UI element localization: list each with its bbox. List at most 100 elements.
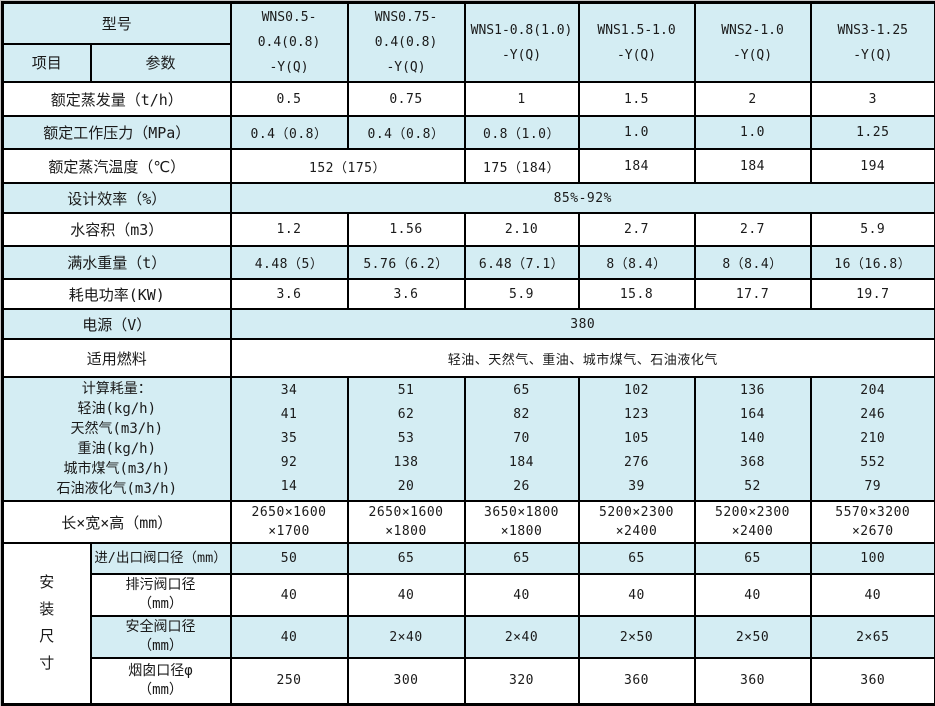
row-applicable-fuel: 适用燃料轻油、天然气、重油、城市煤气、石油液化气 bbox=[3, 339, 935, 377]
spec-cell: 184 bbox=[579, 149, 695, 183]
model-header-2: WNS0.75-0.4(0.8)-Y(Q) bbox=[348, 3, 465, 83]
spec-cell: 175（184） bbox=[465, 149, 579, 183]
spec-cell: 300 bbox=[348, 658, 465, 704]
row-label-dimensions: 长×宽×高（mm） bbox=[3, 501, 231, 543]
spec-cell: 4.48（5） bbox=[231, 246, 348, 279]
spec-cell: 2.7 bbox=[695, 213, 811, 246]
row-label-full-water-weight: 满水重量（t） bbox=[3, 246, 231, 279]
spec-cell: 2×50 bbox=[579, 616, 695, 658]
spec-cell: 360 bbox=[695, 658, 811, 704]
model-header-4: WNS1.5-1.0-Y(Q) bbox=[579, 3, 695, 83]
spec-cell: 19.7 bbox=[811, 279, 935, 309]
row-label-design-efficiency: 设计效率（%） bbox=[3, 183, 231, 213]
spec-cell: 8（8.4） bbox=[579, 246, 695, 279]
param-header-label: 参数 bbox=[91, 44, 231, 82]
spec-cell: 0.4（0.8） bbox=[348, 116, 465, 149]
row-label-safety-valve-diameter: 安全阀口径（mm） bbox=[91, 616, 231, 658]
row-label-rated-evaporation: 额定蒸发量（t/h） bbox=[3, 82, 231, 116]
model-header-1: WNS0.5-0.4(0.8)-Y(Q) bbox=[231, 3, 348, 83]
spec-cell: 360 bbox=[579, 658, 695, 704]
spec-cell: 5.9 bbox=[811, 213, 935, 246]
spec-cell: 5.9 bbox=[465, 279, 579, 309]
spec-cell: 85%-92% bbox=[231, 183, 935, 213]
spec-cell: 5200×2300×2400 bbox=[579, 501, 695, 543]
spec-cell: 1.0 bbox=[695, 116, 811, 149]
spec-cell: 1.5 bbox=[579, 82, 695, 116]
spec-cell: 0.8（1.0） bbox=[465, 116, 579, 149]
spec-cell: 5.76（6.2） bbox=[348, 246, 465, 279]
spec-cell: 65 bbox=[465, 543, 579, 574]
model-header-3: WNS1-0.8(1.0)-Y(Q) bbox=[465, 3, 579, 83]
row-label-chimney-diameter: 烟囱口径φ（mm） bbox=[91, 658, 231, 704]
row-label-water-volume: 水容积（m3） bbox=[3, 213, 231, 246]
spec-cell: 17.7 bbox=[695, 279, 811, 309]
spec-cell: 1.2 bbox=[231, 213, 348, 246]
spec-cell: 3650×1800×1800 bbox=[465, 501, 579, 543]
row-design-efficiency: 设计效率（%）85%-92% bbox=[3, 183, 935, 213]
spec-cell: 2.10 bbox=[465, 213, 579, 246]
spec-cell: 50 bbox=[231, 543, 348, 574]
spec-cell: 1 bbox=[465, 82, 579, 116]
spec-cell: 100 bbox=[811, 543, 935, 574]
row-label-power-consumption: 耗电功率(KW) bbox=[3, 279, 231, 309]
spec-cell: 380 bbox=[231, 309, 935, 339]
spec-cell: 2×50 bbox=[695, 616, 811, 658]
spec-cell: 0.75 bbox=[348, 82, 465, 116]
spec-cell: 0.5 bbox=[231, 82, 348, 116]
spec-cell: 40 bbox=[695, 574, 811, 616]
spec-cell: 1.25 bbox=[811, 116, 935, 149]
row-calculated-consumption: 计算耗量：轻油(kg/h)天然气(m3/h)重油(kg/h)城市煤气(m3/h)… bbox=[3, 377, 935, 501]
spec-cell: 65 bbox=[695, 543, 811, 574]
spec-cell: 360 bbox=[811, 658, 935, 704]
spec-cell: 5570×3200×2670 bbox=[811, 501, 935, 543]
spec-cell: 5200×2300×2400 bbox=[695, 501, 811, 543]
model-header-5: WNS2-1.0-Y(Q) bbox=[695, 3, 811, 83]
spec-cell: 1.56 bbox=[348, 213, 465, 246]
row-label-inlet-outlet-valve-diameter: 进/出口阀口径（mm） bbox=[91, 543, 231, 574]
model-header-label: 型号 bbox=[3, 3, 231, 44]
row-label-blowdown-valve-diameter: 排污阀口径（mm） bbox=[91, 574, 231, 616]
spec-cell: 1.0 bbox=[579, 116, 695, 149]
spec-cell: 194 bbox=[811, 149, 935, 183]
row-label-power-supply: 电源（V） bbox=[3, 309, 231, 339]
spec-cell: 40 bbox=[465, 574, 579, 616]
spec-cell: 40 bbox=[231, 574, 348, 616]
spec-cell: 3 bbox=[811, 82, 935, 116]
spec-cell: 3.6 bbox=[348, 279, 465, 309]
install-section-title: 安装尺寸 bbox=[3, 543, 91, 704]
spec-cell: 3.6 bbox=[231, 279, 348, 309]
spec-cell: 6.48（7.1） bbox=[465, 246, 579, 279]
row-power-supply: 电源（V）380 bbox=[3, 309, 935, 339]
spec-cell: 0.4（0.8） bbox=[231, 116, 348, 149]
spec-cell: 2650×1600×1700 bbox=[231, 501, 348, 543]
row-label-calculated-consumption: 计算耗量：轻油(kg/h)天然气(m3/h)重油(kg/h)城市煤气(m3/h)… bbox=[3, 377, 231, 501]
spec-cell: 2×40 bbox=[465, 616, 579, 658]
row-label-rated-steam-temperature: 额定蒸汽温度（℃） bbox=[3, 149, 231, 183]
spec-cell: 65 bbox=[348, 543, 465, 574]
spec-cell: 2 bbox=[695, 82, 811, 116]
spec-cell: 2650×1600×1800 bbox=[348, 501, 465, 543]
spec-cell: 轻油、天然气、重油、城市煤气、石油液化气 bbox=[231, 339, 935, 377]
spec-cell: 8（8.4） bbox=[695, 246, 811, 279]
spec-cell: 40 bbox=[811, 574, 935, 616]
spec-cell: 16（16.8） bbox=[811, 246, 935, 279]
spec-cell: 152（175） bbox=[231, 149, 465, 183]
row-full-water-weight: 满水重量（t）4.48（5）5.76（6.2）6.48（7.1）8（8.4）8（… bbox=[3, 246, 935, 279]
spec-cell: 40 bbox=[579, 574, 695, 616]
